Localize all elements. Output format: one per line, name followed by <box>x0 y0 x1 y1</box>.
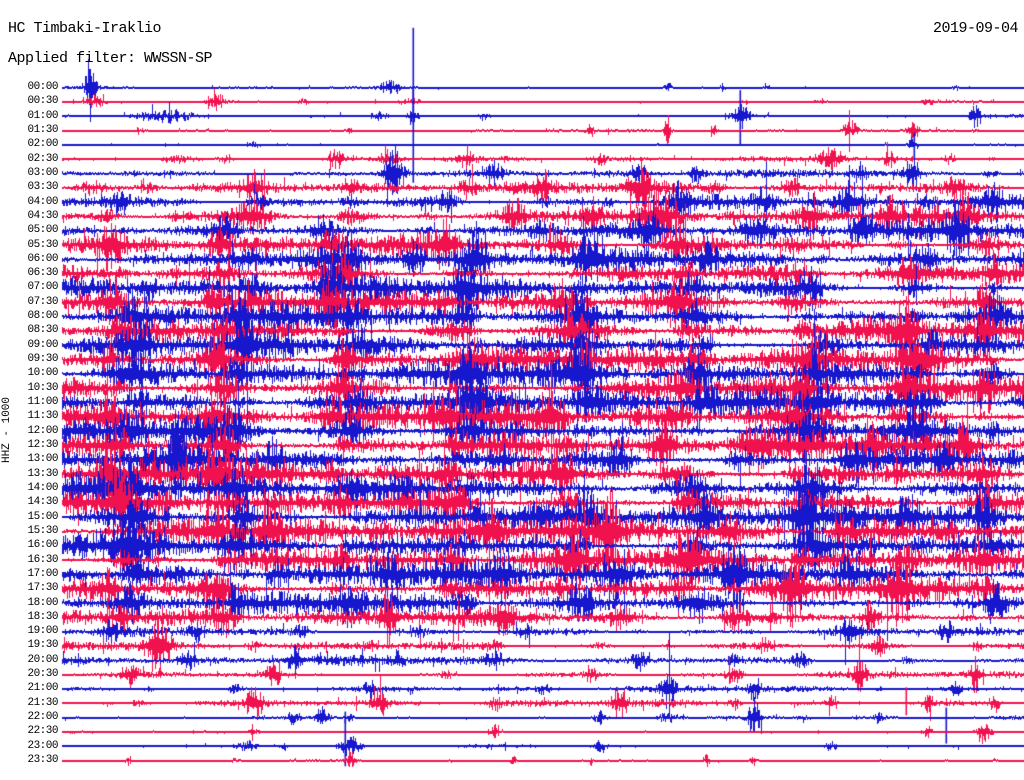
time-label: 09:00 <box>27 338 58 351</box>
time-label: 06:00 <box>27 252 58 265</box>
time-label: 19:00 <box>27 625 58 638</box>
time-label: 04:00 <box>27 195 58 208</box>
plot-date: 2019-09-04 <box>932 20 1019 37</box>
time-label: 21:00 <box>27 682 58 695</box>
time-label: 21:30 <box>27 696 58 709</box>
time-label: 15:00 <box>27 510 58 523</box>
time-label: 20:30 <box>27 668 58 681</box>
time-label: 05:30 <box>27 238 58 251</box>
time-label: 17:00 <box>27 567 58 580</box>
time-label: 06:30 <box>27 267 58 280</box>
time-label: 18:00 <box>27 596 58 609</box>
time-label: 11:00 <box>27 396 58 409</box>
time-label: 07:30 <box>27 295 58 308</box>
time-label: 00:00 <box>27 81 58 93</box>
time-label: 16:00 <box>27 539 58 552</box>
time-label: 01:30 <box>27 123 58 136</box>
time-label: 10:00 <box>27 367 58 380</box>
station-title: HC Timbaki-Iraklio <box>8 20 162 37</box>
time-label: 19:30 <box>27 639 58 652</box>
time-label: 03:00 <box>27 166 58 179</box>
time-label: 18:30 <box>27 610 58 623</box>
time-label: 04:30 <box>27 209 58 222</box>
time-label: 17:30 <box>27 582 58 595</box>
time-label: 08:30 <box>27 324 58 337</box>
time-label: 14:30 <box>27 496 58 509</box>
time-label: 22:00 <box>27 711 58 724</box>
time-label: 01:00 <box>27 109 58 122</box>
time-label: 08:00 <box>27 310 58 323</box>
time-label: 14:00 <box>27 481 58 494</box>
time-label: 12:30 <box>27 439 58 451</box>
time-label: 05:00 <box>27 224 58 237</box>
time-label: 12:00 <box>27 424 58 437</box>
time-label: 07:00 <box>27 281 58 294</box>
time-label: 10:30 <box>27 381 58 394</box>
time-label: 02:30 <box>27 152 58 165</box>
time-label: 15:30 <box>27 524 58 537</box>
time-label: 20:00 <box>27 653 58 666</box>
time-label: 11:30 <box>27 410 58 423</box>
time-label: 13:00 <box>27 453 58 466</box>
time-label: 09:30 <box>27 353 58 366</box>
time-label: 02:00 <box>27 138 58 151</box>
applied-filter-label: Applied filter: WWSSN-SP <box>8 50 213 67</box>
time-label: 22:30 <box>27 725 58 738</box>
time-label: 13:30 <box>27 467 58 480</box>
time-label: 00:30 <box>27 95 58 108</box>
time-label: 23:00 <box>27 739 58 752</box>
time-label: 23:30 <box>27 754 58 767</box>
time-label: 03:30 <box>27 181 58 194</box>
time-label: 16:30 <box>27 553 58 566</box>
